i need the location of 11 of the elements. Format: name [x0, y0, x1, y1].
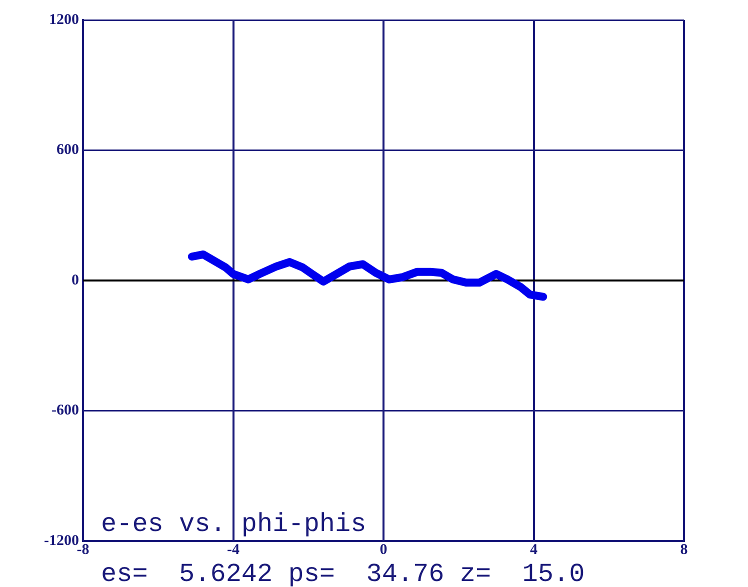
y-tick-label: 1200	[49, 12, 79, 28]
text: es= 5.6242 ps= 34.76 z= 15.0	[101, 559, 585, 587]
x-tick-label: 4	[530, 542, 538, 558]
y-tick-label: 600	[56, 142, 79, 158]
x-tick-label: 0	[380, 542, 388, 558]
y-tick-label: -600	[52, 402, 79, 419]
y-tick-label: 0	[72, 272, 79, 288]
y-tick-label: -1200	[44, 532, 79, 549]
x-tick-label: -4	[227, 542, 240, 558]
annotation: e-es vs. phi-phis	[101, 509, 366, 539]
x-tick-label: 8	[680, 542, 688, 558]
